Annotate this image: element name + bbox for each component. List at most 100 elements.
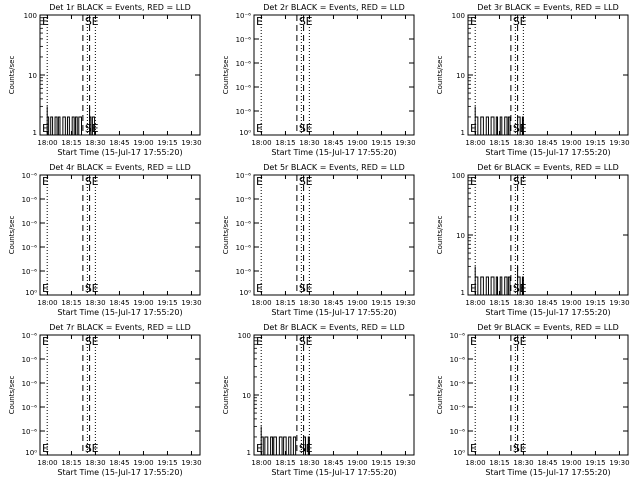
x-tick-label: 19:15 [157,299,177,307]
events-series-segment [89,106,96,136]
start-marker-label-bottom: S [299,122,306,135]
y-tick-label: 1 [247,449,251,457]
panel-title: Det 9r BLACK = Events, RED = LLD [477,323,619,332]
x-tick-label: 18:00 [465,299,485,307]
y-axis-label: Counts/sec [436,216,444,255]
end-marker-label-bottom: E [92,442,99,455]
y-tick-label: 10⁻⁶ [450,380,466,388]
y-tick-label: 10⁰ [239,129,251,137]
y-tick-label: 10⁰ [453,449,465,457]
panel-title: Det 2r BLACK = Events, RED = LLD [263,3,405,12]
x-tick-label: 19:30 [609,299,629,307]
y-axis-label: Counts/sec [8,216,16,255]
x-tick-label: 18:00 [37,139,57,147]
end-marker-label-bottom: E [92,282,99,295]
start-marker-label: S [513,175,520,188]
x-tick-label: 19:00 [561,299,581,307]
e-label-left-bottom: E [256,282,263,295]
y-tick-label: 10⁻⁶ [236,60,252,68]
y-axis-label: Counts/sec [222,376,230,415]
y-tick-label: 1 [461,129,465,137]
x-tick-label: 19:15 [371,459,391,467]
x-axis-label: Start Time (15-Jul-17 17:55:20) [485,308,610,317]
x-tick-label: 18:30 [85,139,105,147]
detector-panel-7: Det 7r BLACK = Events, RED = LLD Start Ti… [8,323,202,477]
e-label-left: E [470,175,477,188]
y-tick-label: 10⁻⁶ [22,244,38,252]
start-marker-label: S [299,15,306,28]
plot-frame [253,334,415,456]
start-marker-label: S [299,335,306,348]
x-tick-label: 18:45 [323,459,343,467]
e-label-left: E [256,15,263,28]
e-label-left: E [470,335,477,348]
start-marker-label: S [513,15,520,28]
x-axis-label: Start Time (15-Jul-17 17:55:20) [57,468,182,477]
detector-panel-1: Det 1r BLACK = Events, RED = LLD Start Ti… [8,3,202,157]
x-tick-label: 19:30 [395,299,415,307]
y-tick-label: 10⁻⁶ [236,244,252,252]
x-tick-label: 18:45 [537,139,557,147]
x-axis-label: Start Time (15-Jul-17 17:55:20) [271,468,396,477]
y-tick-label: 10⁻⁶ [450,332,466,340]
x-tick-label: 18:30 [299,139,319,147]
x-tick-label: 18:15 [61,299,81,307]
start-marker-label-bottom: S [513,122,520,135]
x-tick-label: 19:30 [181,459,201,467]
events-series-segment [303,436,310,456]
x-tick-label: 18:00 [251,459,271,467]
x-tick-label: 19:30 [395,139,415,147]
x-tick-label: 19:15 [371,299,391,307]
end-marker-label: E [520,15,527,28]
x-tick-label: 18:45 [323,139,343,147]
detector-panel-9: Det 9r BLACK = Events, RED = LLD Start Ti… [436,323,630,477]
y-axis-label: Counts/sec [8,376,16,415]
e-label-left-bottom: E [256,122,263,135]
end-marker-label-bottom: E [520,442,527,455]
detector-panel-2: Det 2r BLACK = Events, RED = LLD Start Ti… [222,3,416,157]
start-marker-label: S [513,335,520,348]
start-marker-label: S [85,175,92,188]
end-marker-label: E [92,175,99,188]
events-series-segment [517,266,524,296]
x-tick-label: 19:00 [347,299,367,307]
y-tick-label: 1 [461,289,465,297]
plot-frame [39,334,201,456]
y-tick-label: 10⁻⁶ [22,268,38,276]
e-label-left-bottom: E [470,442,477,455]
panel-title: Det 6r BLACK = Events, RED = LLD [477,163,619,172]
x-tick-label: 18:00 [37,459,57,467]
y-tick-label: 10⁻⁶ [450,404,466,412]
x-tick-label: 18:15 [61,459,81,467]
y-tick-label: 1 [33,129,37,137]
y-tick-label: 100 [238,332,251,340]
start-marker-label: S [85,335,92,348]
x-tick-label: 18:45 [109,139,129,147]
y-tick-label: 10⁻⁶ [236,220,252,228]
panel-title: Det 8r BLACK = Events, RED = LLD [263,323,405,332]
start-marker-label-bottom: S [513,282,520,295]
x-tick-label: 19:15 [157,139,177,147]
x-tick-label: 18:15 [61,139,81,147]
start-marker-label-bottom: S [513,442,520,455]
x-tick-label: 18:15 [489,299,509,307]
x-tick-label: 18:00 [251,139,271,147]
x-tick-label: 19:30 [181,139,201,147]
y-tick-label: 10⁻⁶ [236,196,252,204]
x-axis-label: Start Time (15-Jul-17 17:55:20) [485,148,610,157]
e-label-left: E [42,335,49,348]
panel-title: Det 5r BLACK = Events, RED = LLD [263,163,405,172]
y-tick-label: 10⁰ [239,289,251,297]
y-tick-label: 10⁻⁶ [236,108,252,116]
y-tick-label: 100 [452,12,465,20]
x-axis-label: Start Time (15-Jul-17 17:55:20) [57,308,182,317]
x-tick-label: 19:00 [347,459,367,467]
start-marker-label-bottom: S [299,442,306,455]
y-tick-label: 10 [456,232,465,240]
x-tick-label: 18:15 [275,459,295,467]
y-tick-label: 10⁻⁶ [236,12,252,20]
x-tick-label: 18:15 [489,459,509,467]
y-tick-label: 10 [242,392,251,400]
y-tick-label: 10⁰ [25,289,37,297]
